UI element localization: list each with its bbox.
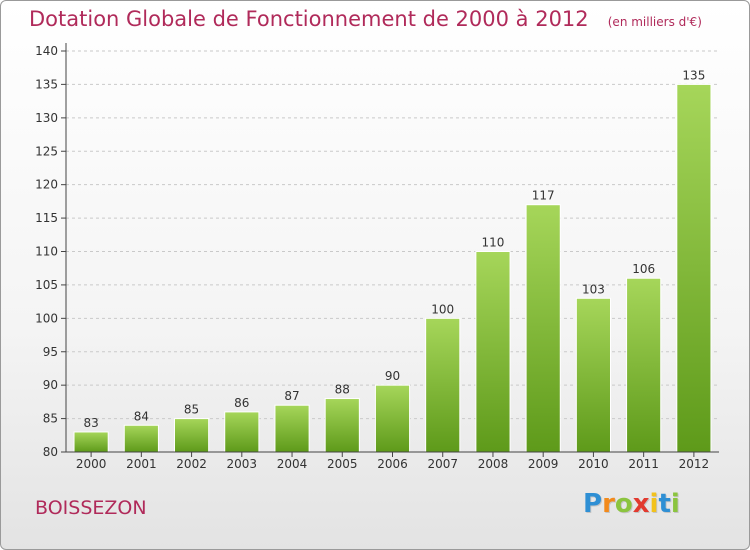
x-tick-label: 2011 — [628, 457, 659, 471]
bar-value-label: 86 — [234, 396, 249, 410]
bar — [475, 251, 511, 453]
x-tick-label: 2006 — [377, 457, 408, 471]
x-tick-label: 2008 — [478, 457, 509, 471]
logo-letter: o — [614, 489, 633, 519]
proxiti-logo: Proxiti — [583, 489, 680, 519]
bars-layer: 83 84 85 86 87 88 90 100 110 117 103 106 135 — [73, 68, 712, 453]
bar-value-label: 100 — [431, 302, 454, 316]
y-tick-label: 80 — [43, 445, 58, 459]
bar — [575, 297, 612, 453]
y-tick-label: 140 — [35, 44, 58, 58]
logo-letter: P — [583, 489, 603, 519]
bar-value-label: 88 — [335, 383, 350, 397]
bar-value-label: 106 — [632, 262, 655, 276]
x-tick-label: 2010 — [578, 457, 609, 471]
y-tick-label: 135 — [35, 77, 58, 91]
axis-layer: 80 85 90 95 100 105 110 115 120 125 130 135 140 2000 2… — [35, 43, 719, 471]
bar — [626, 277, 662, 453]
bar — [374, 384, 411, 453]
bar — [73, 431, 109, 453]
logo-letter: t — [658, 489, 671, 519]
y-tick-label: 100 — [35, 311, 58, 325]
chart-title: Dotation Globale de Fonctionnement de 20… — [29, 7, 589, 31]
bar — [274, 404, 310, 453]
logo-letter: i — [649, 489, 659, 519]
bar-value-label: 110 — [482, 236, 505, 250]
bar-value-label: 87 — [284, 389, 299, 403]
x-tick-label: 2012 — [679, 457, 710, 471]
x-tick-label: 2002 — [176, 457, 207, 471]
bar — [676, 83, 712, 453]
y-tick-label: 130 — [35, 111, 58, 125]
y-tick-label: 110 — [35, 245, 58, 259]
x-tick-label: 2005 — [327, 457, 358, 471]
bar — [224, 411, 260, 453]
y-tick-label: 120 — [35, 178, 58, 192]
commune-name: BOISSEZON — [35, 497, 147, 519]
y-tick-label: 105 — [35, 278, 58, 292]
logo-letter: r — [602, 489, 615, 519]
x-tick-label: 2004 — [277, 457, 308, 471]
bar-value-label: 85 — [184, 403, 199, 417]
y-tick-label: 95 — [43, 345, 58, 359]
x-tick-label: 2009 — [528, 457, 559, 471]
y-tick-label: 125 — [35, 144, 58, 158]
bar-value-label: 90 — [385, 369, 400, 383]
title-row: Dotation Globale de Fonctionnement de 20… — [29, 7, 702, 31]
bar — [173, 418, 210, 453]
bar-value-label: 83 — [83, 416, 98, 430]
bar — [525, 204, 561, 453]
x-tick-label: 2000 — [76, 457, 107, 471]
y-tick-label: 85 — [43, 412, 58, 426]
y-tick-label: 90 — [43, 378, 58, 392]
x-tick-label: 2007 — [427, 457, 458, 471]
x-tick-label: 2003 — [227, 457, 258, 471]
logo-letter: i — [670, 489, 680, 519]
bar-value-label: 117 — [532, 189, 555, 203]
bar — [425, 317, 461, 453]
bar-value-label: 84 — [134, 409, 149, 423]
bar — [324, 398, 360, 453]
chart-subtitle: (en milliers d'€) — [607, 15, 702, 29]
logo-letter: x — [632, 489, 650, 519]
bar — [123, 424, 159, 453]
x-tick-label: 2001 — [126, 457, 157, 471]
y-tick-label: 115 — [35, 211, 58, 225]
bar-value-label: 103 — [582, 282, 605, 296]
bar-value-label: 135 — [682, 68, 705, 82]
